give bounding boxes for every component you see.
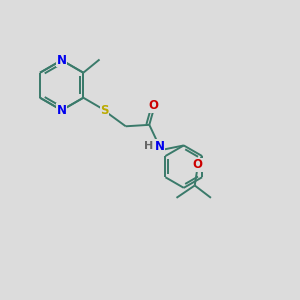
Text: S: S (100, 103, 109, 117)
Text: N: N (57, 104, 67, 117)
Text: O: O (149, 99, 159, 112)
Text: O: O (193, 158, 203, 171)
Text: N: N (57, 54, 67, 67)
Text: H: H (144, 141, 153, 151)
Text: N: N (154, 140, 165, 152)
